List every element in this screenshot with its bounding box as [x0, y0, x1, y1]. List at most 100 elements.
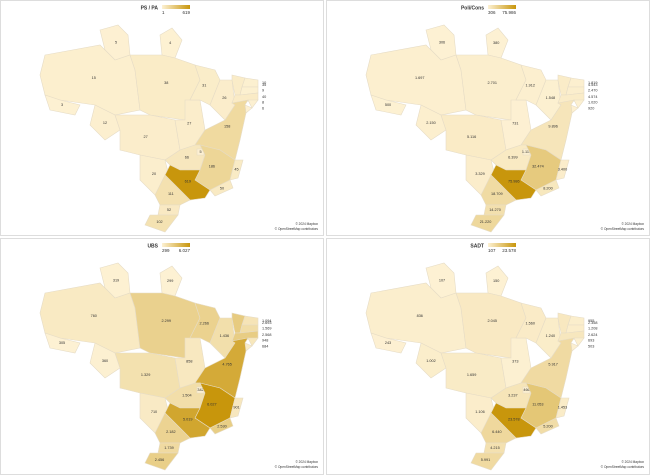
- state-label: 5.991: [481, 458, 491, 462]
- state-region: [415, 104, 447, 141]
- state-label: 2.456: [155, 458, 165, 462]
- state-label: 2.299: [161, 319, 171, 323]
- state-label: 4.543: [588, 83, 598, 87]
- attribution: © 2024 Mapbox: [295, 460, 318, 464]
- state-label: 373: [512, 360, 518, 364]
- attribution: © OpenStreetMap contributors: [601, 227, 645, 231]
- state-label: 466: [523, 388, 529, 392]
- state-region: [89, 342, 121, 379]
- state-label: 1.329: [141, 373, 151, 377]
- legend-label: 75.986: [502, 10, 516, 15]
- legend-label: 107: [488, 248, 496, 253]
- state-region: [247, 99, 259, 109]
- map-panel: SADT 107 23.578 107 150 836 243 1.002 2.045 1.659…: [365, 243, 644, 471]
- map-title: UBS: [147, 243, 158, 249]
- state-label: 15: [92, 76, 96, 80]
- state-label: 684: [262, 345, 268, 349]
- state-label: 1.453: [558, 406, 568, 410]
- state-region: [515, 64, 547, 106]
- state-label: 2.624: [588, 333, 598, 337]
- state-label: 21.220: [480, 220, 492, 224]
- state-region: [159, 265, 183, 297]
- map-title: Polí/Cons: [461, 5, 484, 11]
- state-label: 1.659: [467, 373, 477, 377]
- state-label: 948: [262, 339, 268, 343]
- state-region: [485, 27, 509, 59]
- state-label: 2.266: [200, 322, 210, 326]
- state-region: [159, 27, 183, 59]
- state-label: 5.116: [467, 135, 476, 139]
- state-label: 35: [262, 83, 266, 87]
- state-label: 380: [493, 41, 499, 45]
- state-label: 1.548: [546, 96, 556, 100]
- state-region: [144, 214, 179, 233]
- state-label: 10: [262, 81, 266, 85]
- state-label: 1.002: [426, 359, 436, 363]
- state-label: 3: [61, 103, 63, 107]
- map-panel: UBS 299 6.027 319 299 760 305 360 2.299 1.329 710 8…: [39, 243, 318, 471]
- state-label: 6.440: [492, 430, 502, 434]
- state-label: 5.200: [543, 425, 553, 429]
- state-label: 920: [588, 107, 594, 111]
- state-label: 102: [156, 220, 162, 224]
- state-label: 1.240: [546, 334, 556, 338]
- legend-label: 306: [488, 10, 496, 15]
- state-label: 4.215: [490, 446, 500, 450]
- legend-bar: [162, 243, 190, 247]
- state-label: 1.697: [415, 76, 425, 80]
- state-region: [573, 337, 585, 347]
- state-label: 342: [197, 388, 203, 392]
- state-label: 5: [199, 150, 201, 154]
- state-label: 2.045: [487, 319, 497, 323]
- state-label: 503: [588, 345, 594, 349]
- state-label: 760: [91, 314, 97, 318]
- state-label: 1.504: [182, 394, 192, 398]
- state-region: [535, 417, 560, 435]
- state-region: [189, 302, 221, 344]
- state-label: 243: [385, 341, 391, 345]
- state-label: 158: [224, 124, 230, 128]
- state-label: 3.400: [558, 168, 568, 172]
- state-label: 11.053: [532, 402, 543, 406]
- state-region: [535, 179, 560, 197]
- state-label: 2.693: [262, 321, 272, 325]
- attribution: © 2024 Mapbox: [621, 460, 644, 464]
- state-label: 38: [164, 81, 168, 85]
- state-label: 4: [169, 41, 171, 45]
- state-region: [229, 159, 244, 181]
- state-label: 6: [262, 107, 264, 111]
- state-label: 1.208: [588, 327, 598, 331]
- state-label: 107: [439, 279, 445, 283]
- state-label: 2.701: [487, 81, 497, 85]
- state-region: [241, 77, 259, 88]
- state-region: [44, 332, 81, 354]
- state-label: 40: [262, 95, 266, 99]
- state-label: 9.896: [548, 124, 558, 128]
- state-label: 500: [385, 103, 391, 107]
- state-label: 1.110: [522, 150, 531, 154]
- state-label: 26: [222, 96, 226, 100]
- state-region: [370, 332, 407, 354]
- state-label: 20: [152, 172, 156, 176]
- state-region: [209, 179, 234, 197]
- state-label: 360: [102, 359, 108, 363]
- legend-label: 23.578: [502, 248, 516, 253]
- state-region: [555, 159, 570, 181]
- state-region: [567, 77, 585, 88]
- legend-label: 6.027: [179, 248, 191, 253]
- state-region: [247, 337, 259, 347]
- state-label: 2.150: [426, 121, 436, 125]
- state-label: 955: [588, 319, 594, 323]
- state-label: 1.106: [475, 410, 485, 414]
- state-region: [209, 417, 234, 435]
- map-title: SADT: [470, 243, 484, 249]
- map-panel: Polí/Cons 306 75.986 306 380 1.697 500 2.150 2.7…: [365, 5, 645, 233]
- map-title: PS / PA: [141, 5, 159, 11]
- state-label: 75.986: [508, 179, 520, 183]
- state-label: 2.358: [588, 321, 598, 325]
- state-region: [370, 94, 407, 116]
- state-region: [415, 342, 447, 379]
- state-label: 66: [185, 156, 189, 160]
- state-label: 31: [202, 84, 206, 88]
- state-label: 6.027: [207, 402, 217, 406]
